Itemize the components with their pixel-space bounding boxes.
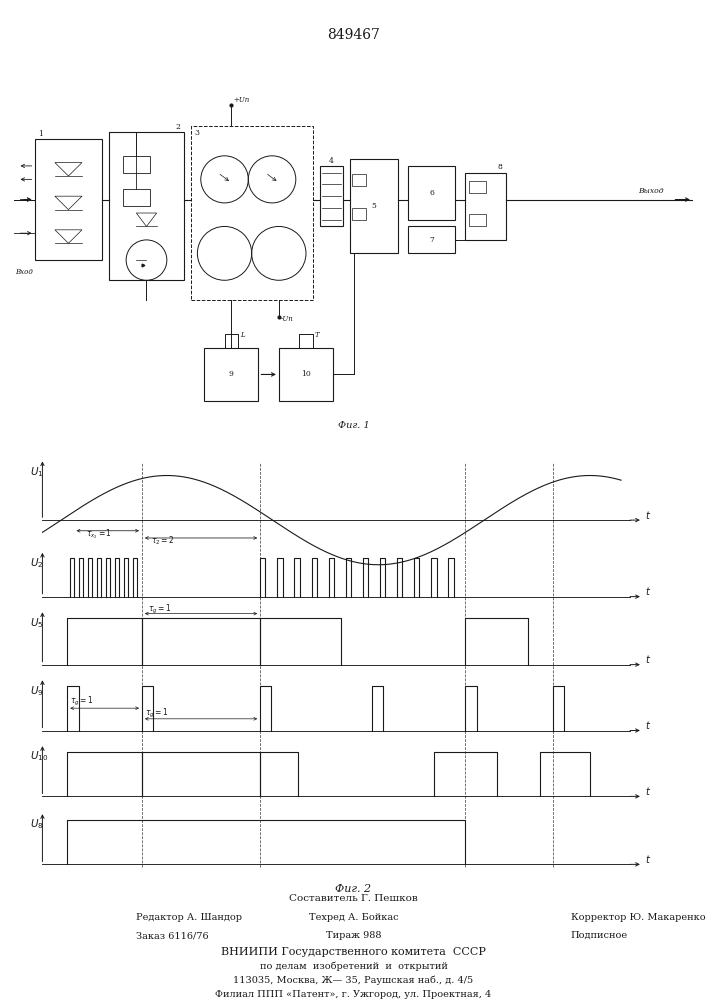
Text: $t$: $t$ xyxy=(645,853,651,865)
Text: 7: 7 xyxy=(429,236,434,244)
Bar xyxy=(320,166,344,226)
Text: Редактор А. Шандор: Редактор А. Шандор xyxy=(136,913,243,922)
Text: $t$: $t$ xyxy=(645,785,651,797)
Text: 8: 8 xyxy=(498,163,503,171)
Bar xyxy=(191,126,312,300)
Text: -Uп: -Uп xyxy=(281,315,293,323)
Text: $t$: $t$ xyxy=(645,653,651,665)
Text: $\tau_{g}=1$: $\tau_{g}=1$ xyxy=(71,695,94,708)
Text: L: L xyxy=(240,331,245,339)
Text: T: T xyxy=(315,331,320,339)
Text: $U_1$: $U_1$ xyxy=(30,465,44,479)
Text: $U_{10}$: $U_{10}$ xyxy=(30,750,48,763)
Text: ВНИИПИ Государственного комитета  СССР: ВНИИПИ Государственного комитета СССР xyxy=(221,947,486,957)
Text: Вход: Вход xyxy=(16,268,33,276)
Text: 113035, Москва, Ж— 35, Раушская наб., д. 4/5: 113035, Москва, Ж— 35, Раушская наб., д.… xyxy=(233,976,474,985)
Bar xyxy=(350,159,397,253)
Text: 9: 9 xyxy=(229,370,234,378)
Bar xyxy=(352,174,366,186)
Bar xyxy=(469,181,486,193)
Bar xyxy=(204,348,259,401)
Text: Подписное: Подписное xyxy=(571,931,628,940)
Text: 10: 10 xyxy=(301,370,311,378)
Text: 5: 5 xyxy=(371,202,376,210)
Text: $\tau_{g}=1$: $\tau_{g}=1$ xyxy=(148,603,172,616)
Bar xyxy=(465,173,506,240)
Text: 3: 3 xyxy=(194,129,199,137)
Bar xyxy=(469,214,486,226)
Text: $t$: $t$ xyxy=(645,585,651,597)
Bar xyxy=(109,132,184,280)
Text: $t$: $t$ xyxy=(645,719,651,731)
Text: $U_9$: $U_9$ xyxy=(30,684,44,698)
Bar xyxy=(408,166,455,220)
Text: Фиг. 2: Фиг. 2 xyxy=(335,884,372,894)
Text: Составитель Г. Пешков: Составитель Г. Пешков xyxy=(289,894,418,903)
Text: 1: 1 xyxy=(38,130,42,138)
Bar xyxy=(408,226,455,253)
Text: Фиг. 1: Фиг. 1 xyxy=(338,421,369,430)
Text: 2: 2 xyxy=(175,123,180,131)
Text: Корректор Ю. Макаренко: Корректор Ю. Макаренко xyxy=(571,913,706,922)
Text: $t$: $t$ xyxy=(645,509,651,521)
Text: $\tau_{x_2}=1$: $\tau_{x_2}=1$ xyxy=(86,527,112,541)
Bar xyxy=(35,139,103,260)
Text: $U_2$: $U_2$ xyxy=(30,556,43,570)
Text: 4: 4 xyxy=(329,157,334,165)
Text: $\tau_{2}=2$: $\tau_{2}=2$ xyxy=(151,534,175,547)
Bar xyxy=(279,348,333,401)
Text: Филиал ППП «Патент», г. Ужгород, ул. Проектная, 4: Филиал ППП «Патент», г. Ужгород, ул. Про… xyxy=(216,990,491,999)
Text: $U_5$: $U_5$ xyxy=(30,616,44,630)
Bar xyxy=(352,208,366,220)
Text: 6: 6 xyxy=(429,189,434,197)
Text: Тираж 988: Тираж 988 xyxy=(326,931,381,940)
Text: Техред А. Бойкас: Техред А. Бойкас xyxy=(309,913,398,922)
Text: $\tau_{g}=1$: $\tau_{g}=1$ xyxy=(145,707,169,720)
Text: по делам  изобретений  и  открытий: по делам изобретений и открытий xyxy=(259,962,448,971)
Bar xyxy=(123,189,150,206)
Text: +Uп: +Uп xyxy=(233,96,250,104)
Text: Выход: Выход xyxy=(638,187,664,195)
Text: 849467: 849467 xyxy=(327,28,380,42)
Bar xyxy=(123,156,150,173)
Text: $U_8$: $U_8$ xyxy=(30,818,44,831)
Text: Заказ 6116/76: Заказ 6116/76 xyxy=(136,931,209,940)
